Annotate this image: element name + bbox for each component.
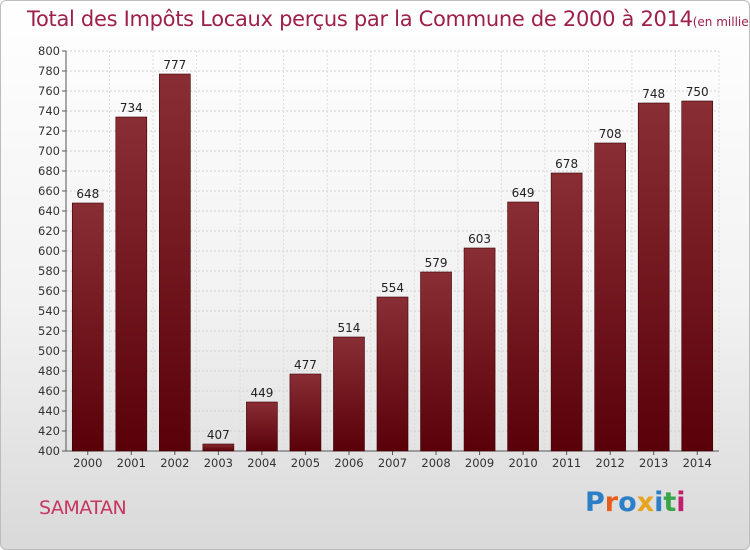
bar-2004	[246, 401, 278, 452]
x-tick-label-2012: 2012	[596, 456, 625, 470]
x-tick-label-2000: 2000	[73, 456, 102, 470]
logo-letter: t	[663, 487, 677, 518]
y-tick-label: 480	[38, 364, 60, 378]
y-tick-label: 720	[38, 124, 60, 138]
y-tick-label: 580	[38, 264, 60, 278]
y-tick-label: 740	[38, 104, 60, 118]
x-tick-label-2005: 2005	[291, 456, 320, 470]
x-tick-label-2013: 2013	[639, 456, 668, 470]
bar-2002	[159, 73, 191, 452]
y-tick-label: 600	[38, 244, 60, 258]
data-label-2011: 678	[555, 157, 578, 171]
bar-2005	[289, 373, 322, 452]
bar-2009	[463, 247, 496, 452]
data-label-2004: 449	[250, 386, 273, 400]
y-tick-label: 620	[38, 224, 60, 238]
x-tick-label-2007: 2007	[378, 456, 407, 470]
x-tick-label-2011: 2011	[552, 456, 581, 470]
y-tick-label: 540	[38, 304, 60, 318]
chart-unit: (en milliers d'€)	[692, 15, 749, 29]
y-tick-label: 520	[38, 324, 60, 338]
data-label-2007: 554	[381, 281, 404, 295]
bar-2008	[420, 271, 452, 452]
y-tick-label: 440	[38, 404, 60, 418]
logo-letter: r	[604, 487, 619, 518]
y-tick-label: 400	[38, 444, 60, 458]
chart-title: Total des Impôts Locaux perçus par la Co…	[27, 7, 749, 31]
logo-letter: P	[585, 487, 605, 518]
logo-letter: i	[676, 487, 686, 518]
bar-2012	[594, 142, 626, 452]
data-label-2008: 579	[425, 256, 448, 270]
logo-letter: x	[636, 487, 655, 518]
commune-name: SAMATAN	[39, 497, 127, 519]
x-tick-label-2008: 2008	[421, 456, 450, 470]
y-tick-label: 700	[38, 144, 60, 158]
y-tick-label: 780	[38, 64, 60, 78]
y-tick-label: 500	[38, 344, 60, 358]
x-tick-label-2001: 2001	[117, 456, 146, 470]
data-label-2005: 477	[294, 358, 317, 372]
chart-title-text: Total des Impôts Locaux perçus par la Co…	[27, 7, 693, 31]
bar-2001	[115, 116, 148, 452]
x-tick-label-2010: 2010	[508, 456, 537, 470]
axes: 400 420 440 460 480 500 520 540 560 580 600 620 640 6…	[38, 44, 719, 470]
bar-2011	[550, 172, 583, 452]
y-tick-label: 420	[38, 424, 60, 438]
bar-2010	[507, 201, 539, 452]
bars	[71, 73, 714, 452]
data-label-2002: 777	[163, 58, 186, 72]
proxiti-logo: Proxiti	[585, 487, 686, 518]
data-label-2009: 603	[468, 232, 491, 246]
x-tick-label-2003: 2003	[204, 456, 233, 470]
x-tick-label-2006: 2006	[334, 456, 363, 470]
bar-2000	[71, 202, 104, 452]
data-labels: 648 734 777 407 449 477 514 554 579 603 649 678 708 7…	[76, 58, 708, 442]
data-label-2003: 407	[207, 428, 230, 442]
y-tick-label: 680	[38, 164, 60, 178]
data-label-2001: 734	[120, 101, 143, 115]
bar-2014	[681, 100, 714, 452]
y-tick-label: 660	[38, 184, 60, 198]
x-tick-label-2009: 2009	[465, 456, 494, 470]
x-tick-label-2014: 2014	[683, 456, 712, 470]
x-tick-label-2002: 2002	[160, 456, 189, 470]
y-tick-label: 460	[38, 384, 60, 398]
logo-letter: o	[618, 487, 637, 518]
y-tick-label: 560	[38, 284, 60, 298]
logo-letter: i	[654, 487, 664, 518]
data-label-2012: 708	[599, 127, 622, 141]
x-tick-label-2004: 2004	[247, 456, 276, 470]
data-label-2013: 748	[642, 87, 665, 101]
data-label-2010: 649	[512, 186, 535, 200]
y-tick-label: 640	[38, 204, 60, 218]
bar-2007	[376, 296, 409, 452]
data-label-2000: 648	[76, 187, 99, 201]
bar-2013	[637, 102, 670, 452]
y-tick-label: 760	[38, 84, 60, 98]
y-tick-label: 800	[38, 44, 60, 58]
bar-2003	[202, 443, 235, 452]
data-label-2014: 750	[686, 85, 709, 99]
bar-2006	[333, 336, 365, 452]
data-label-2006: 514	[338, 321, 361, 335]
